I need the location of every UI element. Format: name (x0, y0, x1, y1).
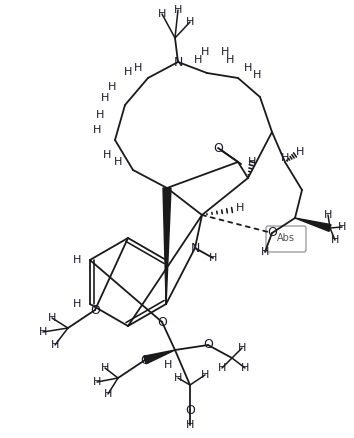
FancyBboxPatch shape (266, 226, 306, 252)
Text: O: O (157, 315, 167, 328)
Text: H: H (73, 255, 81, 265)
Text: H: H (104, 389, 112, 399)
Text: H: H (338, 222, 346, 232)
Text: H: H (73, 299, 81, 309)
Text: H: H (218, 363, 226, 373)
Text: N: N (190, 241, 200, 254)
Text: O: O (140, 353, 150, 367)
Text: N: N (173, 56, 183, 68)
Text: H: H (93, 377, 101, 387)
Text: H: H (236, 203, 244, 213)
Text: H: H (103, 150, 111, 160)
Text: H: H (164, 360, 172, 370)
Text: H: H (226, 55, 234, 65)
Text: H: H (96, 110, 104, 120)
Text: H: H (174, 5, 182, 15)
Text: H: H (186, 420, 194, 430)
Text: H: H (324, 210, 332, 220)
Text: H: H (124, 67, 132, 77)
Text: H: H (241, 363, 249, 373)
Text: H: H (174, 373, 182, 383)
Text: O: O (267, 226, 277, 240)
Text: H: H (221, 47, 229, 57)
Text: H: H (51, 340, 59, 350)
Polygon shape (295, 218, 331, 231)
Text: H: H (248, 157, 256, 167)
Text: Abs: Abs (277, 233, 295, 243)
Text: O: O (185, 403, 195, 417)
Text: H: H (331, 235, 339, 245)
Text: H: H (281, 153, 289, 163)
Text: H: H (48, 313, 56, 323)
Text: H: H (101, 93, 109, 103)
Text: H: H (134, 63, 142, 73)
Text: H: H (209, 253, 217, 263)
Text: H: H (244, 63, 252, 73)
Text: H: H (296, 147, 304, 157)
Polygon shape (163, 188, 171, 304)
Text: O: O (90, 304, 100, 317)
Text: H: H (238, 343, 246, 353)
Polygon shape (144, 350, 175, 364)
Text: H: H (201, 47, 209, 57)
Text: O: O (213, 141, 223, 155)
Text: H: H (114, 157, 122, 167)
Text: H: H (39, 327, 47, 337)
Text: H: H (261, 247, 269, 257)
Text: H: H (194, 55, 202, 65)
Text: H: H (108, 82, 116, 92)
Text: H: H (158, 9, 166, 19)
Text: H: H (93, 125, 101, 135)
Text: H: H (186, 17, 194, 27)
Text: H: H (101, 363, 109, 373)
Text: H: H (201, 370, 209, 380)
Text: H: H (253, 70, 261, 80)
Text: O: O (203, 339, 213, 352)
